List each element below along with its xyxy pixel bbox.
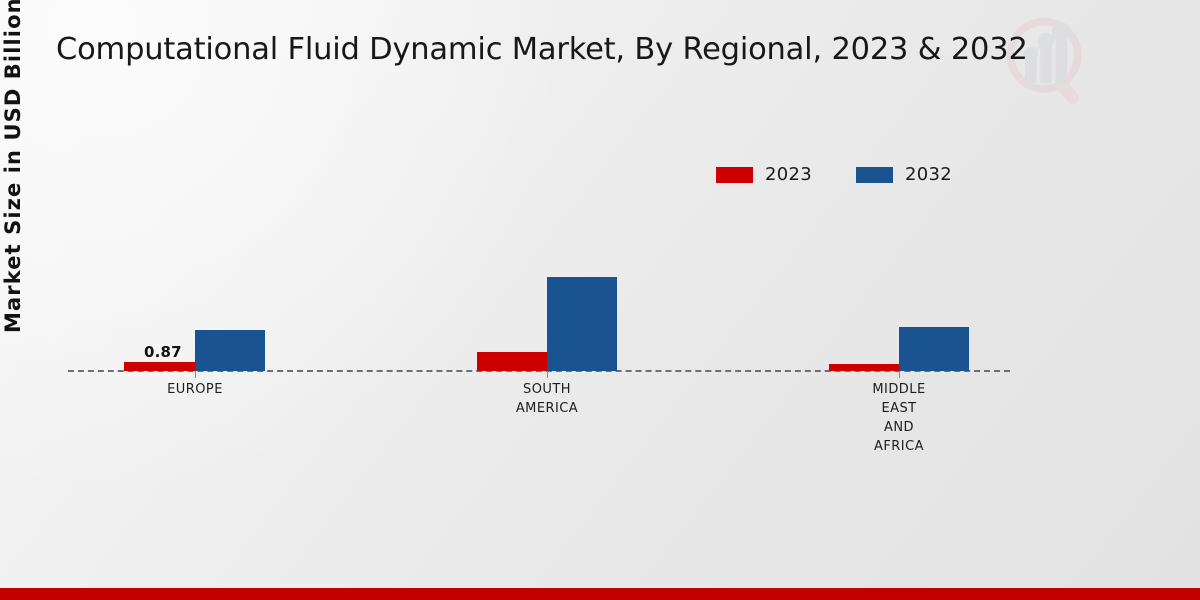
bar-europe-2023[interactable] bbox=[124, 362, 195, 371]
category-label-middle-east-and-africa: MIDDLE EAST AND AFRICA bbox=[872, 382, 926, 454]
category-label-south-america: SOUTH AMERICA bbox=[515, 382, 579, 416]
legend-swatch-2032 bbox=[856, 166, 894, 183]
legend-swatch-2023 bbox=[716, 166, 753, 183]
axis-baseline bbox=[68, 370, 1010, 372]
footer-accent-stripe bbox=[0, 588, 1200, 600]
chart-legend: 2023 2032 bbox=[716, 164, 952, 185]
axis-tick-south-america bbox=[547, 371, 548, 378]
bar-value-label-europe-2023: 0.87 bbox=[144, 343, 182, 361]
bar-middle-east-and-africa-2032[interactable] bbox=[899, 327, 969, 371]
category-label-europe: EUROPE bbox=[167, 382, 223, 397]
bar-middle-east-and-africa-2023[interactable] bbox=[829, 364, 899, 371]
y-axis-title: Market Size in USD Billion bbox=[1, 0, 25, 333]
bar-south-america-2023[interactable] bbox=[477, 352, 547, 371]
legend-label-2023: 2023 bbox=[765, 164, 813, 185]
axis-tick-middle-east-and-africa bbox=[899, 371, 900, 378]
bar-europe-2032[interactable] bbox=[195, 330, 265, 371]
axis-tick-europe bbox=[195, 371, 196, 378]
legend-item-2032[interactable]: 2032 bbox=[856, 164, 952, 185]
legend-item-2023[interactable]: 2023 bbox=[716, 164, 812, 185]
chart-title: Computational Fluid Dynamic Market, By R… bbox=[56, 32, 1028, 67]
bar-south-america-2032[interactable] bbox=[547, 277, 617, 371]
legend-label-2032: 2032 bbox=[905, 164, 953, 185]
